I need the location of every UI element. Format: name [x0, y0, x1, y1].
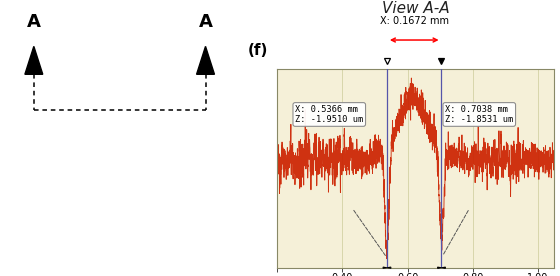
Polygon shape [441, 267, 445, 268]
Text: A: A [199, 13, 212, 31]
Text: X: 0.1672 mm: X: 0.1672 mm [380, 16, 449, 26]
Text: (f): (f) [248, 43, 268, 58]
Text: X: 0.7038 mm
Z: -1.8531 um: X: 0.7038 mm Z: -1.8531 um [445, 105, 514, 124]
Polygon shape [437, 267, 441, 268]
Polygon shape [197, 46, 214, 74]
Text: X: 0.5366 mm
Z: -1.9510 um: X: 0.5366 mm Z: -1.9510 um [295, 105, 363, 124]
Text: View A-A: View A-A [382, 1, 450, 16]
Polygon shape [383, 267, 387, 268]
Polygon shape [387, 267, 391, 268]
Text: A: A [27, 13, 41, 31]
Polygon shape [25, 46, 43, 74]
